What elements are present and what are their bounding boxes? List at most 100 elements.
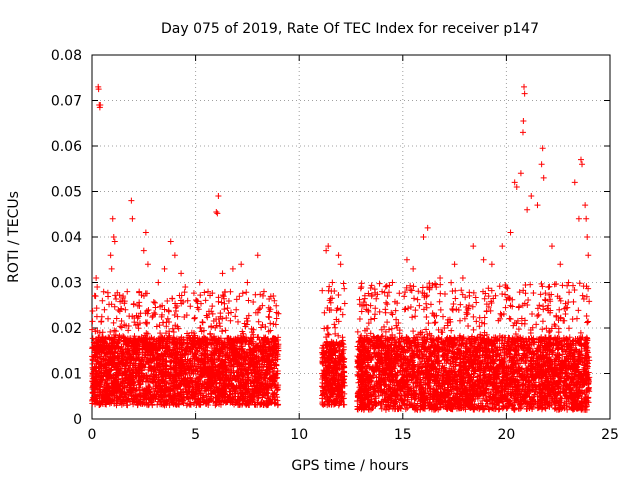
data-point [219, 270, 226, 277]
data-point [524, 206, 531, 213]
y-tick-label: 0.02 [51, 321, 82, 337]
data-point [161, 265, 168, 272]
data-point [109, 215, 116, 222]
data-point [521, 90, 528, 97]
data-point [480, 256, 487, 263]
data-point [451, 261, 458, 268]
data-point [325, 243, 332, 250]
data-point [517, 170, 524, 177]
x-tick-label: 25 [601, 427, 619, 443]
data-point [520, 117, 527, 124]
y-tick-label: 0.03 [51, 276, 82, 292]
data-point [124, 288, 131, 295]
x-tick-label: 20 [497, 427, 515, 443]
data-point [171, 252, 178, 259]
data-point [178, 270, 185, 277]
x-tick-label: 15 [394, 427, 412, 443]
axis-ticks: 0 5 10 15 20 25 0 0.01 0.02 0.03 0.04 0.05 0.06 0.07 0… [51, 48, 619, 443]
data-point [521, 83, 528, 90]
data-point [167, 238, 174, 245]
data-points [89, 83, 593, 413]
data-point [129, 215, 136, 222]
data-point [538, 161, 545, 168]
data-point [99, 297, 106, 304]
data-point [513, 183, 520, 190]
y-tick-label: 0 [73, 412, 82, 428]
data-point [424, 224, 431, 231]
y-tick-label: 0.01 [51, 367, 82, 383]
data-point [244, 279, 251, 286]
chart-title: Day 075 of 2019, Rate Of TEC Index for r… [161, 21, 539, 37]
data-point [379, 288, 386, 295]
data-point [254, 252, 261, 259]
data-point [144, 261, 151, 268]
data-point [528, 193, 535, 200]
data-point [182, 284, 189, 291]
data-point [110, 234, 117, 240]
data-point [540, 174, 547, 181]
data-point [93, 274, 100, 281]
data-point [420, 234, 427, 240]
x-tick-label: 10 [290, 427, 308, 443]
data-point [196, 279, 203, 286]
data-point [410, 265, 417, 272]
data-point [358, 284, 365, 291]
y-tick-label: 0.07 [51, 94, 82, 110]
data-point [571, 179, 578, 186]
x-axis-title: GPS time / hours [291, 458, 408, 474]
data-point [565, 279, 572, 286]
data-point [470, 243, 477, 250]
data-point [108, 265, 115, 272]
data-point [337, 261, 344, 268]
data-point [499, 243, 506, 250]
data-point [97, 102, 104, 109]
data-point [128, 197, 135, 204]
dense-point-cloud [89, 279, 593, 413]
data-point [323, 247, 330, 254]
data-point [575, 215, 582, 222]
data-point [111, 238, 118, 245]
data-point [459, 274, 466, 281]
data-point [511, 179, 518, 186]
data-point [519, 129, 526, 136]
data-point [205, 288, 212, 295]
x-tick-label: 5 [191, 427, 200, 443]
data-point [577, 156, 584, 163]
data-point [437, 274, 444, 281]
data-point [335, 252, 342, 259]
y-axis-title: ROTI / TECUs [6, 191, 22, 283]
data-point [101, 306, 108, 313]
grid-lines [92, 55, 610, 419]
data-point [583, 215, 590, 222]
data-point [582, 202, 589, 209]
data-point [214, 210, 221, 217]
data-point [120, 293, 127, 300]
data-point [534, 202, 541, 209]
data-point [579, 161, 586, 168]
data-point [585, 252, 592, 259]
data-point [94, 284, 101, 291]
y-tick-label: 0.04 [51, 230, 82, 246]
data-point [548, 243, 555, 250]
data-point [142, 229, 149, 236]
data-point [329, 279, 336, 286]
data-point [107, 252, 114, 259]
data-point [229, 265, 236, 272]
data-point [368, 293, 375, 300]
data-point [584, 234, 591, 240]
data-point [403, 256, 410, 263]
y-tick-label: 0.05 [51, 185, 82, 201]
x-tick-label: 0 [88, 427, 97, 443]
data-point [271, 297, 278, 304]
data-point [213, 208, 220, 215]
y-tick-label: 0.06 [51, 139, 82, 155]
data-point [507, 229, 514, 236]
data-point [389, 279, 396, 286]
data-point [539, 145, 546, 152]
y-tick-label: 0.08 [51, 48, 82, 64]
data-point [140, 247, 147, 254]
data-point [155, 279, 162, 286]
data-point [238, 261, 245, 268]
data-point [95, 86, 102, 93]
